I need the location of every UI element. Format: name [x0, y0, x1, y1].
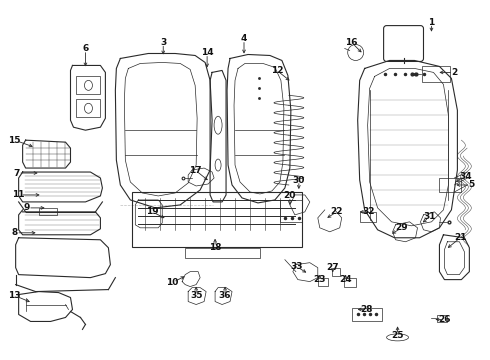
Text: 2: 2 — [451, 68, 458, 77]
Text: 36: 36 — [219, 291, 231, 300]
Bar — [360, 212, 376, 222]
Text: 33: 33 — [291, 262, 303, 271]
Bar — [332, 268, 340, 276]
Text: 32: 32 — [363, 207, 375, 216]
Text: 26: 26 — [438, 315, 451, 324]
Text: 12: 12 — [270, 66, 283, 75]
Text: 22: 22 — [330, 207, 343, 216]
Bar — [76, 99, 100, 117]
Bar — [422, 67, 450, 82]
Bar — [76, 76, 100, 94]
Bar — [185, 248, 260, 258]
Text: 14: 14 — [201, 48, 214, 57]
Bar — [343, 278, 356, 287]
Text: 31: 31 — [423, 212, 436, 221]
Text: 17: 17 — [189, 166, 201, 175]
Text: 10: 10 — [166, 278, 178, 287]
Text: 21: 21 — [454, 233, 466, 242]
Text: 4: 4 — [241, 34, 247, 43]
Text: 29: 29 — [395, 223, 408, 232]
Bar — [280, 200, 302, 222]
Text: 30: 30 — [293, 176, 305, 185]
Text: 13: 13 — [8, 291, 21, 300]
Text: 9: 9 — [24, 203, 30, 212]
Bar — [318, 278, 328, 285]
Text: 25: 25 — [392, 331, 404, 340]
Bar — [132, 192, 302, 247]
Text: 5: 5 — [468, 180, 474, 189]
Bar — [440, 178, 462, 192]
Text: 18: 18 — [209, 243, 221, 252]
Text: 11: 11 — [12, 190, 25, 199]
Text: 24: 24 — [340, 275, 352, 284]
Text: 28: 28 — [361, 305, 373, 314]
Text: 27: 27 — [326, 263, 339, 272]
Text: 16: 16 — [345, 38, 358, 47]
Text: 35: 35 — [190, 291, 202, 300]
Text: 15: 15 — [8, 136, 21, 145]
Text: 23: 23 — [314, 275, 326, 284]
Text: 19: 19 — [146, 207, 159, 216]
Bar — [352, 307, 382, 321]
Text: 20: 20 — [284, 192, 296, 201]
Text: 7: 7 — [13, 168, 20, 177]
Text: 8: 8 — [12, 228, 18, 237]
Bar — [438, 315, 447, 323]
Bar — [39, 208, 56, 215]
Text: 1: 1 — [428, 18, 435, 27]
Text: 6: 6 — [82, 44, 89, 53]
Text: 34: 34 — [459, 171, 472, 180]
Text: 3: 3 — [160, 38, 167, 47]
